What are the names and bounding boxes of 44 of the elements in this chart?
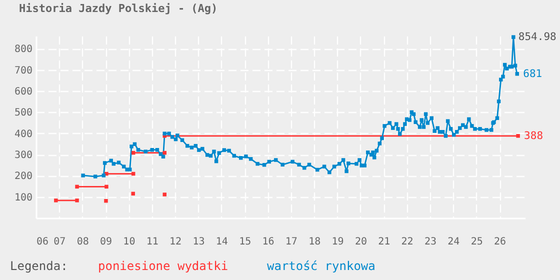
- x-tick-label: 06: [36, 236, 49, 248]
- x-tick-label: 22: [401, 236, 414, 248]
- annotation: 854.98: [518, 31, 556, 44]
- data-label: 681: [523, 68, 542, 80]
- x-tick-label: 07: [54, 236, 66, 248]
- x-tick-label: 08: [76, 236, 89, 248]
- x-tick-label: 25: [470, 236, 483, 248]
- y-tick-label: 700: [14, 65, 32, 76]
- x-tick-label: 15: [239, 236, 252, 248]
- x-tick-label: 24: [448, 236, 460, 248]
- point: [131, 192, 135, 196]
- x-tick-label: 10: [123, 236, 136, 248]
- y-tick-label: 600: [14, 86, 32, 98]
- x-tick-label: 26: [494, 236, 506, 248]
- y-tick-label: 800: [14, 44, 32, 56]
- point: [75, 198, 79, 202]
- text: poniesione wydatki: [98, 259, 228, 273]
- point: [54, 198, 58, 202]
- x-tick-label: 12: [170, 236, 182, 248]
- text: wartość rynkowa: [267, 259, 376, 273]
- chart-title: Historia Jazdy Polskiej - (Ag): [19, 2, 218, 16]
- legend-title: Legenda:: [10, 259, 68, 273]
- x-tick-label: 09: [100, 236, 112, 248]
- x-tick-label: 11: [146, 236, 158, 248]
- point: [104, 184, 108, 189]
- x-tick-label: 23: [424, 236, 437, 248]
- point: [162, 192, 166, 196]
- x-tick-label: 20: [354, 236, 367, 248]
- x-tick-label: 13: [192, 236, 205, 248]
- y-tick-label: 400: [14, 128, 32, 140]
- x-tick-label: 18: [308, 236, 321, 248]
- y-tick-label: 100: [14, 192, 32, 204]
- y-tick-label: 200: [14, 171, 32, 182]
- x-tick-label: 14: [216, 236, 228, 248]
- point: [516, 134, 520, 138]
- point: [104, 198, 108, 203]
- x-tick-label: 17: [285, 236, 298, 248]
- y-tick-label: 500: [14, 108, 32, 119]
- x-tick-label: 21: [378, 236, 390, 248]
- x-tick-label: 16: [262, 236, 274, 248]
- y-tick-label: 300: [14, 150, 32, 162]
- data-label: 388: [524, 130, 544, 142]
- x-tick-label: 19: [332, 236, 344, 248]
- point: [75, 184, 79, 189]
